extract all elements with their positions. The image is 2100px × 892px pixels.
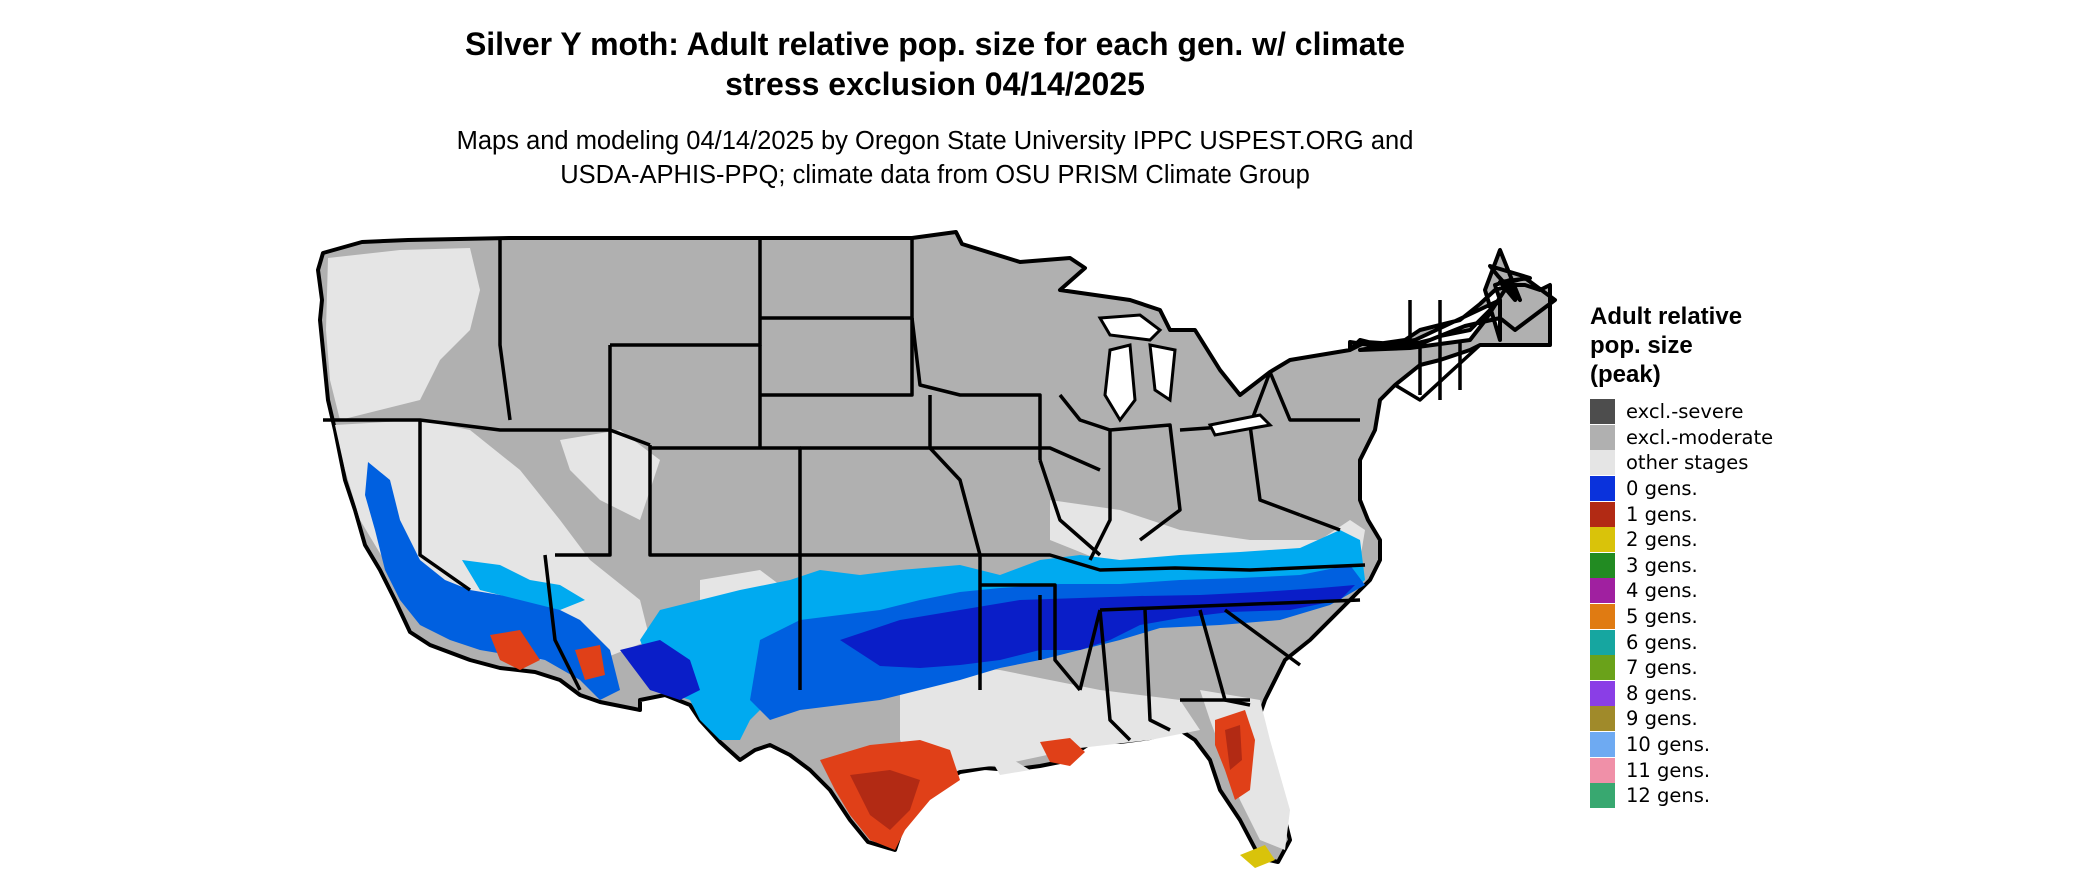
legend-label: 1 gens.	[1626, 502, 1698, 526]
legend-item: 9 gens.	[1590, 706, 1890, 732]
legend-swatch	[1590, 604, 1615, 630]
legend-title: Adult relative pop. size (peak)	[1590, 302, 1890, 389]
west-coast-light-blue	[462, 560, 585, 610]
legend: Adult relative pop. size (peak) excl.-se…	[1590, 302, 1890, 809]
title-line-1: Silver Y moth: Adult relative pop. size …	[464, 26, 1406, 62]
legend-item: 7 gens.	[1590, 655, 1890, 681]
legend-title-line-1: Adult relative	[1590, 303, 1743, 330]
legend-swatch	[1590, 578, 1615, 604]
arizona-blue-patches	[620, 640, 700, 700]
legend-swatch	[1590, 399, 1615, 425]
legend-item: 12 gens.	[1590, 783, 1890, 809]
legend-item: other stages	[1590, 450, 1890, 476]
subtitle-line-2: USDA-APHIS-PPQ; climate data from OSU PR…	[560, 161, 1310, 189]
legend-swatch	[1590, 424, 1615, 450]
state-borders	[323, 238, 1482, 742]
legend-swatch	[1590, 706, 1615, 732]
legend-label: other stages	[1626, 451, 1749, 475]
legend-swatch	[1590, 655, 1615, 681]
subtitle-line-1: Maps and modeling 04/14/2025 by Oregon S…	[456, 127, 1414, 155]
legend-item: 10 gens.	[1590, 732, 1890, 758]
legend-label: 10 gens.	[1626, 733, 1711, 757]
legend-label: 12 gens.	[1626, 784, 1711, 808]
legend-swatch	[1590, 629, 1615, 655]
legend-swatch	[1590, 783, 1615, 809]
legend-item: 1 gens.	[1590, 501, 1890, 527]
legend-title-line-3: (peak)	[1590, 361, 1661, 388]
legend-label: 3 gens.	[1626, 553, 1698, 577]
legend-label: 4 gens.	[1626, 579, 1698, 603]
legend-label: 0 gens.	[1626, 477, 1698, 501]
legend-swatch	[1590, 527, 1615, 553]
map-subtitle: Maps and modeling 04/14/2025 by Oregon S…	[0, 124, 1870, 192]
legend-label: 6 gens.	[1626, 630, 1698, 654]
legend-item: 0 gens.	[1590, 476, 1890, 502]
legend-swatch	[1590, 476, 1615, 502]
legend-swatch	[1590, 757, 1615, 783]
legend-label: 2 gens.	[1626, 528, 1698, 552]
legend-swatch	[1590, 501, 1615, 527]
legend-swatch	[1590, 732, 1615, 758]
legend-item: 2 gens.	[1590, 527, 1890, 553]
legend-swatch	[1590, 450, 1615, 476]
legend-label: 5 gens.	[1626, 605, 1698, 629]
legend-label: excl.-moderate	[1626, 425, 1774, 449]
legend-label: 11 gens.	[1626, 758, 1711, 782]
legend-label: 7 gens.	[1626, 656, 1698, 680]
legend-item: 4 gens.	[1590, 578, 1890, 604]
legend-item: 11 gens.	[1590, 757, 1890, 783]
legend-swatch	[1590, 680, 1615, 706]
great-lakes	[1097, 313, 1274, 437]
legend-item: excl.-moderate	[1590, 424, 1890, 451]
two-gen-region	[1240, 845, 1275, 868]
legend-item: 3 gens.	[1590, 552, 1890, 579]
legend-swatch	[1590, 552, 1615, 578]
legend-label: 9 gens.	[1626, 707, 1698, 731]
legend-label: 8 gens.	[1626, 681, 1698, 705]
legend-item: 8 gens.	[1590, 680, 1890, 707]
legend-item: excl.-severe	[1590, 399, 1890, 425]
legend-item: 5 gens.	[1590, 604, 1890, 630]
legend-items: excl.-severe excl.-moderate other stages 0 …	[1590, 399, 1890, 809]
legend-label: excl.-severe	[1626, 400, 1744, 424]
legend-item: 6 gens.	[1590, 629, 1890, 655]
legend-title-line-2: pop. size	[1590, 332, 1693, 359]
title-line-2: stress exclusion 04/14/2025	[725, 66, 1145, 102]
map-title: Silver Y moth: Adult relative pop. size …	[0, 24, 1870, 104]
one-gen-regions	[490, 630, 1255, 850]
